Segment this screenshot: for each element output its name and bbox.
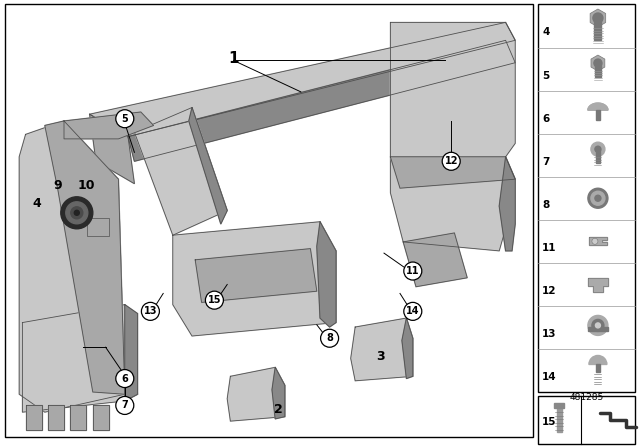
Circle shape: [588, 188, 608, 208]
Polygon shape: [173, 222, 336, 336]
Circle shape: [592, 238, 598, 244]
FancyBboxPatch shape: [595, 63, 601, 77]
Polygon shape: [26, 405, 42, 430]
Polygon shape: [19, 121, 125, 412]
Circle shape: [205, 291, 223, 309]
Circle shape: [66, 202, 88, 224]
Text: 10: 10: [77, 179, 95, 193]
Circle shape: [591, 191, 605, 205]
Polygon shape: [499, 157, 515, 251]
Polygon shape: [317, 222, 336, 327]
Text: 11: 11: [542, 243, 557, 253]
Polygon shape: [588, 278, 608, 293]
Text: 5: 5: [542, 70, 549, 81]
FancyBboxPatch shape: [87, 219, 109, 237]
Text: 12: 12: [542, 286, 557, 296]
Polygon shape: [64, 112, 154, 139]
Text: 8: 8: [542, 200, 549, 210]
Polygon shape: [125, 305, 138, 401]
Text: 8: 8: [326, 333, 333, 343]
Circle shape: [74, 210, 79, 215]
Polygon shape: [48, 405, 64, 430]
Circle shape: [595, 146, 601, 152]
Polygon shape: [90, 114, 134, 184]
Text: 11: 11: [406, 266, 420, 276]
Text: 1: 1: [228, 51, 239, 66]
Text: 15: 15: [207, 295, 221, 305]
FancyBboxPatch shape: [557, 408, 561, 432]
Text: 6: 6: [542, 114, 549, 124]
Polygon shape: [128, 40, 515, 161]
Circle shape: [321, 329, 339, 347]
Text: 13: 13: [542, 329, 557, 339]
Circle shape: [594, 59, 602, 67]
Polygon shape: [589, 237, 607, 246]
FancyBboxPatch shape: [596, 365, 600, 372]
Polygon shape: [227, 367, 285, 421]
Circle shape: [116, 110, 134, 128]
FancyBboxPatch shape: [595, 18, 602, 40]
Circle shape: [591, 142, 605, 156]
Circle shape: [61, 197, 93, 229]
Text: 4: 4: [33, 197, 42, 211]
Polygon shape: [588, 103, 608, 110]
Text: 7: 7: [122, 401, 128, 410]
Circle shape: [116, 396, 134, 414]
Polygon shape: [390, 157, 515, 188]
Polygon shape: [189, 108, 227, 224]
Text: 14: 14: [406, 306, 420, 316]
Polygon shape: [390, 157, 512, 251]
Circle shape: [595, 323, 600, 328]
Text: 3: 3: [376, 349, 385, 363]
Polygon shape: [351, 318, 413, 381]
Polygon shape: [272, 367, 285, 419]
Polygon shape: [45, 121, 125, 394]
Polygon shape: [90, 22, 515, 137]
Circle shape: [592, 319, 604, 332]
FancyBboxPatch shape: [538, 4, 635, 392]
Polygon shape: [70, 405, 86, 430]
Text: 9: 9: [53, 179, 62, 193]
Text: 5: 5: [122, 114, 128, 124]
Circle shape: [595, 195, 601, 201]
Polygon shape: [403, 233, 467, 287]
Text: 6: 6: [122, 374, 128, 383]
Polygon shape: [22, 305, 138, 412]
Circle shape: [404, 262, 422, 280]
Circle shape: [116, 370, 134, 388]
Circle shape: [71, 207, 83, 219]
FancyBboxPatch shape: [588, 327, 608, 332]
Text: 12: 12: [444, 156, 458, 166]
FancyBboxPatch shape: [596, 110, 600, 120]
Circle shape: [593, 13, 603, 23]
Circle shape: [404, 302, 422, 320]
Polygon shape: [134, 108, 227, 235]
Wedge shape: [589, 355, 607, 365]
Polygon shape: [390, 22, 515, 157]
Text: 481285: 481285: [569, 393, 604, 402]
FancyBboxPatch shape: [5, 4, 533, 437]
Text: 13: 13: [143, 306, 157, 316]
Text: 15: 15: [541, 418, 556, 427]
Polygon shape: [93, 405, 109, 430]
Text: 4: 4: [542, 27, 550, 38]
FancyBboxPatch shape: [538, 396, 635, 444]
Polygon shape: [588, 103, 608, 110]
Circle shape: [141, 302, 159, 320]
FancyBboxPatch shape: [596, 149, 600, 163]
Text: 14: 14: [542, 372, 557, 382]
FancyBboxPatch shape: [554, 403, 564, 408]
Text: 2: 2: [274, 403, 283, 417]
Text: 7: 7: [542, 157, 550, 167]
Circle shape: [442, 152, 460, 170]
Polygon shape: [402, 318, 413, 379]
Polygon shape: [195, 249, 317, 302]
Circle shape: [588, 315, 608, 336]
